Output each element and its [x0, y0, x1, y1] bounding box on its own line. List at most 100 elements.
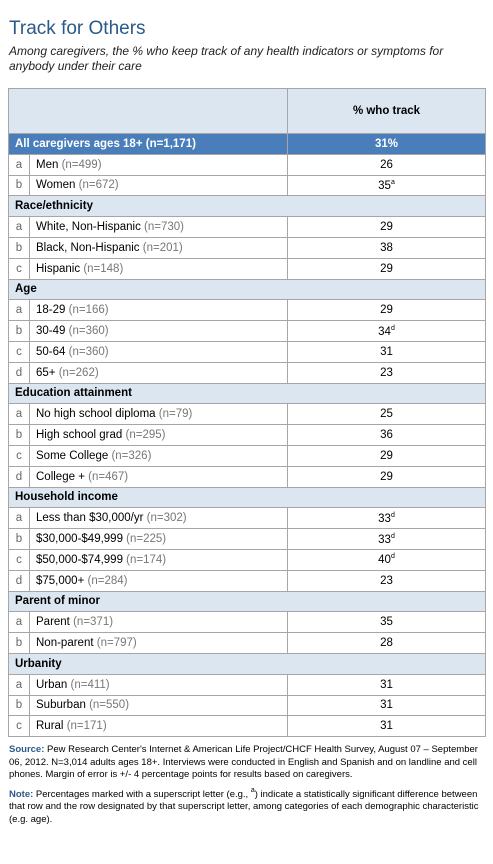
row-label-cell: Hispanic (n=148) — [29, 257, 288, 280]
row-label: Women — [36, 179, 76, 192]
row-label-cell: Women (n=672) — [29, 174, 288, 197]
row-sup: d — [390, 324, 395, 332]
row-label: White, Non-Hispanic — [36, 221, 141, 234]
row-value-cell: 23 — [287, 361, 486, 384]
row-value: 40 — [378, 554, 391, 567]
section-row: Education attainment — [8, 382, 486, 405]
row-n: (n=166) — [68, 304, 109, 317]
row-n: (n=284) — [87, 574, 128, 587]
row-label-cell: Men (n=499) — [29, 153, 288, 176]
row-value: 25 — [380, 408, 393, 421]
row-value: 35 — [378, 179, 391, 192]
row-value-cell: 25 — [287, 403, 486, 426]
row-label-cell: Suburban (n=550) — [29, 694, 288, 717]
row-value-cell: 28 — [287, 632, 486, 654]
row-label-cell: 30-49 (n=360) — [29, 320, 288, 342]
section-title: Race/ethnicity — [8, 195, 486, 218]
row-label: No high school diploma — [36, 408, 156, 421]
row-value-cell: 38 — [287, 236, 486, 259]
row-label: Rural — [36, 720, 64, 733]
row-label: High school grad — [36, 429, 123, 442]
row-value-cell: 31 — [287, 694, 486, 717]
data-row: d 65+ (n=262) 23 — [8, 361, 486, 384]
row-value-cell: 29 — [287, 465, 486, 488]
row-letter: d — [8, 569, 30, 592]
row-letter: a — [8, 403, 30, 426]
note-text: ) indicate a statistically significant d… — [9, 788, 479, 825]
row-letter: a — [8, 611, 30, 634]
row-sup: d — [390, 532, 395, 540]
data-row: c 50-64 (n=360) 31 — [8, 340, 486, 363]
data-row: a Less than $30,000/yr (n=302) 33d — [8, 507, 486, 530]
row-letter: c — [8, 257, 30, 280]
row-letter: b — [8, 694, 30, 717]
row-value: 38 — [380, 241, 393, 254]
section-title: Household income — [8, 486, 486, 509]
row-label: $30,000-$49,999 — [36, 533, 123, 546]
row-n: (n=148) — [83, 262, 124, 275]
row-label-cell: 18-29 (n=166) — [29, 299, 288, 322]
row-n: (n=295) — [125, 429, 166, 442]
row-value-cell: 33d — [287, 507, 486, 530]
row-letter: b — [8, 174, 30, 197]
row-value: 29 — [380, 221, 393, 234]
data-row: a 18-29 (n=166) 29 — [8, 299, 486, 322]
row-label: College + — [36, 470, 85, 483]
data-row: c $50,000-$74,999 (n=174) 40d — [8, 548, 486, 571]
title: Track for Others — [9, 18, 146, 39]
row-label-cell: Some College (n=326) — [29, 444, 288, 467]
row-n: (n=360) — [68, 345, 109, 358]
row-label-cell: $50,000-$74,999 (n=174) — [29, 548, 288, 571]
total-label: All caregivers ages 18+ (n=1,171) — [8, 133, 288, 155]
row-label: 65+ — [36, 366, 56, 379]
data-row: c Hispanic (n=148) 29 — [8, 257, 486, 280]
data-row: c Some College (n=326) 29 — [8, 444, 486, 467]
row-label: 18-29 — [36, 304, 66, 317]
row-n: (n=411) — [70, 678, 110, 691]
row-value-cell: 29 — [287, 299, 486, 322]
row-value: 33 — [378, 512, 391, 525]
row-sup: d — [390, 511, 395, 519]
row-letter: c — [8, 340, 30, 363]
row-letter: b — [8, 424, 30, 446]
section-row: Age — [8, 278, 486, 301]
row-label-cell: Urban (n=411) — [29, 673, 288, 696]
row-label: $75,000+ — [36, 574, 85, 587]
row-label: $50,000-$74,999 — [36, 553, 123, 566]
data-row: a Parent (n=371) 35 — [8, 611, 486, 634]
row-label: Some College — [36, 449, 109, 462]
row-label-cell: 65+ (n=262) — [29, 361, 288, 384]
row-label: Suburban — [36, 699, 86, 712]
row-label-cell: Parent (n=371) — [29, 611, 288, 634]
data-row: b Non-parent (n=797) 28 — [8, 632, 486, 654]
row-letter: a — [8, 216, 30, 238]
note-label: Note: — [9, 788, 34, 800]
row-value-cell: 34d — [287, 320, 486, 342]
row-label-cell: Black, Non-Hispanic (n=201) — [29, 236, 288, 259]
row-letter: b — [8, 320, 30, 342]
data-row: b Suburban (n=550) 31 — [8, 694, 486, 717]
row-letter: d — [8, 465, 30, 488]
row-label-cell: College + (n=467) — [29, 465, 288, 488]
row-n: (n=360) — [68, 325, 109, 338]
row-n: (n=171) — [66, 720, 107, 733]
row-sup: d — [390, 553, 395, 561]
row-n: (n=730) — [144, 221, 184, 234]
row-n: (n=174) — [126, 553, 167, 566]
table: % who track All caregivers ages 18+ (n=1… — [8, 88, 486, 738]
row-n: (n=225) — [126, 533, 167, 546]
row-value: 29 — [380, 470, 393, 483]
row-value: 29 — [380, 449, 393, 462]
row-label-cell: Less than $30,000/yr (n=302) — [29, 507, 288, 530]
column-header: % who track — [287, 88, 486, 134]
row-letter: d — [8, 361, 30, 384]
row-sup: a — [390, 178, 395, 186]
row-n: (n=672) — [78, 179, 119, 192]
row-label-cell: Non-parent (n=797) — [29, 632, 288, 654]
row-label: Hispanic — [36, 262, 81, 275]
row-value: 33 — [378, 533, 391, 546]
row-label: Less than $30,000/yr — [36, 512, 144, 525]
row-label: 50-64 — [36, 345, 66, 358]
data-row: a Urban (n=411) 31 — [8, 673, 486, 696]
data-row: c Rural (n=171) 31 — [8, 715, 486, 738]
